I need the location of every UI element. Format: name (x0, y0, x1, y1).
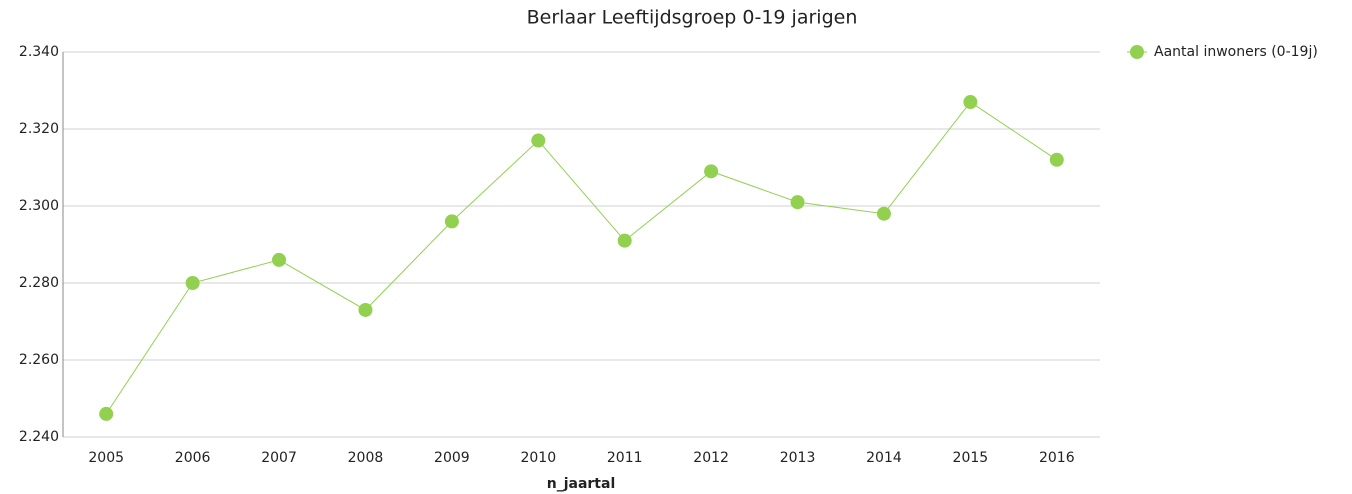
y-tick-label: 2.240 (19, 429, 59, 445)
data-point (531, 133, 546, 148)
data-point (272, 252, 287, 267)
y-tick-label: 2.260 (19, 352, 59, 368)
x-tick-label: 2010 (520, 450, 556, 466)
x-tick-label: 2007 (261, 450, 297, 466)
y-tick-label: 2.320 (19, 121, 59, 137)
data-point (963, 95, 978, 110)
y-tick-label: 2.340 (19, 44, 59, 60)
x-tick-label: 2015 (953, 450, 989, 466)
x-tick-label: 2012 (693, 450, 729, 466)
x-tick-label: 2014 (866, 450, 902, 466)
legend-marker (1130, 45, 1144, 59)
x-axis-title: n_jaartal (547, 476, 616, 492)
legend-label: Aantal inwoners (0-19j) (1154, 44, 1318, 60)
x-tick-label: 2016 (1039, 450, 1075, 466)
data-point (790, 195, 805, 210)
chart-title: Berlaar Leeftijdsgroep 0-19 jarigen (527, 7, 858, 29)
data-point (358, 302, 373, 317)
data-point (1049, 152, 1064, 167)
x-tick-label: 2006 (175, 450, 211, 466)
y-tick-label: 2.300 (19, 198, 59, 214)
data-point (444, 214, 459, 229)
x-tick-label: 2005 (88, 450, 124, 466)
data-point (876, 206, 891, 221)
x-tick-label: 2008 (348, 450, 384, 466)
y-tick-label: 2.280 (19, 275, 59, 291)
series-line (105, 101, 1058, 415)
x-tick-label: 2009 (434, 450, 470, 466)
data-point (99, 406, 114, 421)
data-point (617, 233, 632, 248)
x-tick-label: 2011 (607, 450, 643, 466)
data-point (704, 164, 719, 179)
data-point (185, 276, 200, 290)
x-tick-label: 2013 (780, 450, 816, 466)
